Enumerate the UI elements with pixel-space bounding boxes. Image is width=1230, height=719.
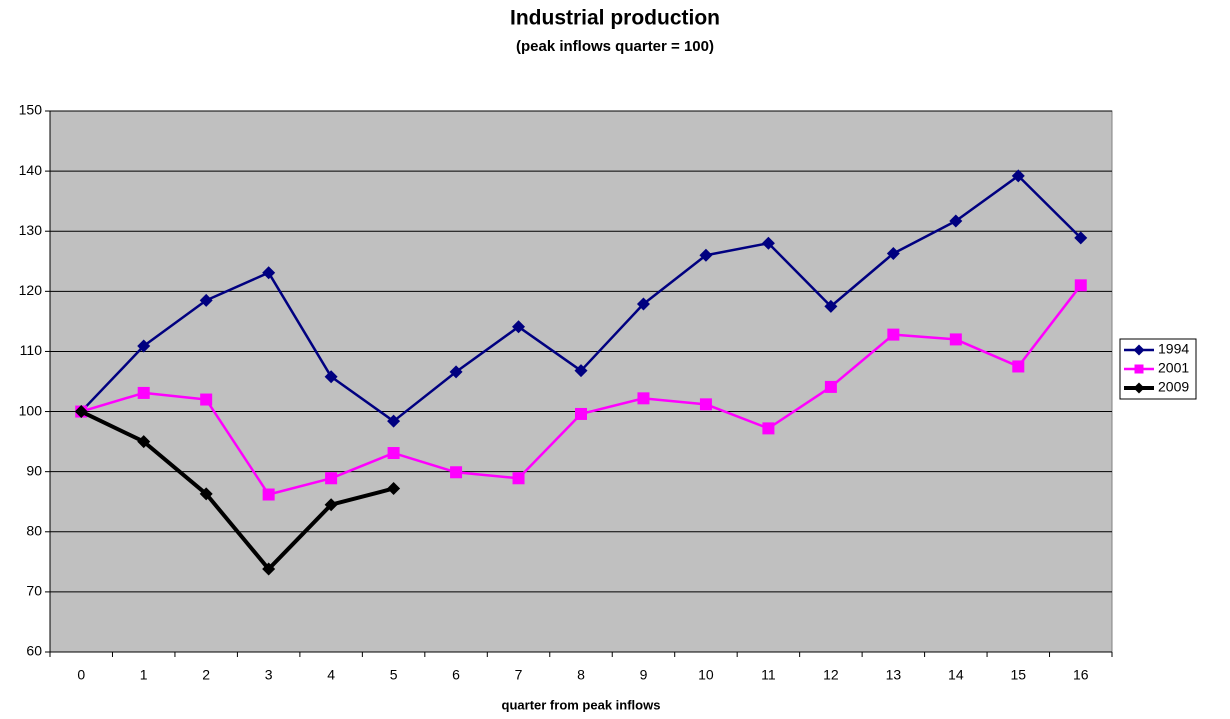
x-tick-label: 1 <box>140 667 148 683</box>
data-point <box>949 214 963 228</box>
x-tick-label: 14 <box>948 667 964 683</box>
y-tick-label: 150 <box>19 102 43 118</box>
data-point <box>699 398 712 411</box>
y-tick-label: 140 <box>19 162 43 178</box>
x-tick-label: 0 <box>77 667 85 683</box>
data-point <box>575 407 587 420</box>
data-point <box>137 339 151 353</box>
x-tick-label: 16 <box>1073 667 1089 683</box>
chart-subtitle: (peak inflows quarter = 100) <box>516 38 714 55</box>
x-tick-label: 4 <box>327 667 335 683</box>
x-tick-label: 8 <box>577 667 585 683</box>
data-point <box>262 488 275 501</box>
x-axis-label: quarter from peak inflows <box>502 697 661 712</box>
data-point <box>324 370 338 384</box>
x-tick-label: 12 <box>823 667 839 683</box>
y-tick-label: 130 <box>19 222 43 238</box>
y-tick-label: 70 <box>26 583 42 599</box>
x-tick-label: 2 <box>202 667 210 683</box>
x-tick-label: 6 <box>452 667 460 683</box>
y-tick-label: 120 <box>19 282 43 298</box>
data-point <box>387 481 401 495</box>
data-point <box>887 328 900 341</box>
data-point <box>636 297 650 311</box>
data-point <box>512 472 525 485</box>
data-point <box>512 320 526 334</box>
data-point <box>1074 231 1088 245</box>
data-point <box>387 414 401 428</box>
x-tick-label: 7 <box>515 667 523 683</box>
data-point <box>699 248 713 262</box>
data-point <box>325 472 338 485</box>
chart-title: Industrial production <box>510 7 720 30</box>
data-point <box>262 266 276 280</box>
data-point <box>262 562 276 576</box>
x-tick-label: 9 <box>640 667 648 683</box>
data-point <box>574 364 588 378</box>
data-point <box>199 293 213 307</box>
data-point <box>637 392 650 405</box>
data-point <box>1011 169 1025 183</box>
y-tick-label: 80 <box>26 522 42 538</box>
legend-label: 2001 <box>1158 360 1189 376</box>
data-point <box>74 405 88 419</box>
y-tick-label: 90 <box>26 462 42 478</box>
data-point <box>449 365 463 379</box>
x-tick-label: 11 <box>761 667 776 683</box>
data-point <box>886 246 900 260</box>
data-point <box>1074 279 1087 292</box>
x-tick-label: 13 <box>886 667 902 683</box>
y-tick-label: 60 <box>26 643 42 659</box>
x-tick-label: 10 <box>698 667 714 683</box>
y-tick-label: 100 <box>19 402 43 418</box>
data-point <box>761 236 775 250</box>
data-point <box>949 333 962 346</box>
x-tick-label: 3 <box>265 667 273 683</box>
plot-area <box>49 110 1113 653</box>
legend-marker <box>1133 344 1145 356</box>
data-point <box>450 466 463 479</box>
legend-label: 2009 <box>1158 379 1189 395</box>
legend-marker <box>1133 382 1145 394</box>
data-point <box>824 380 837 393</box>
data-point <box>199 487 213 501</box>
x-tick-label: 15 <box>1011 667 1027 683</box>
data-point <box>824 299 838 313</box>
data-point <box>324 498 338 512</box>
data-point <box>200 393 213 406</box>
data-point <box>1012 360 1025 373</box>
legend-marker <box>1134 364 1144 374</box>
data-point <box>137 386 150 399</box>
y-tick-label: 110 <box>20 342 43 358</box>
data-point <box>387 447 400 460</box>
data-point <box>762 422 775 435</box>
data-point <box>137 435 151 449</box>
series-line <box>80 409 395 572</box>
legend-label: 1994 <box>1158 341 1189 357</box>
x-tick-label: 5 <box>390 667 398 683</box>
